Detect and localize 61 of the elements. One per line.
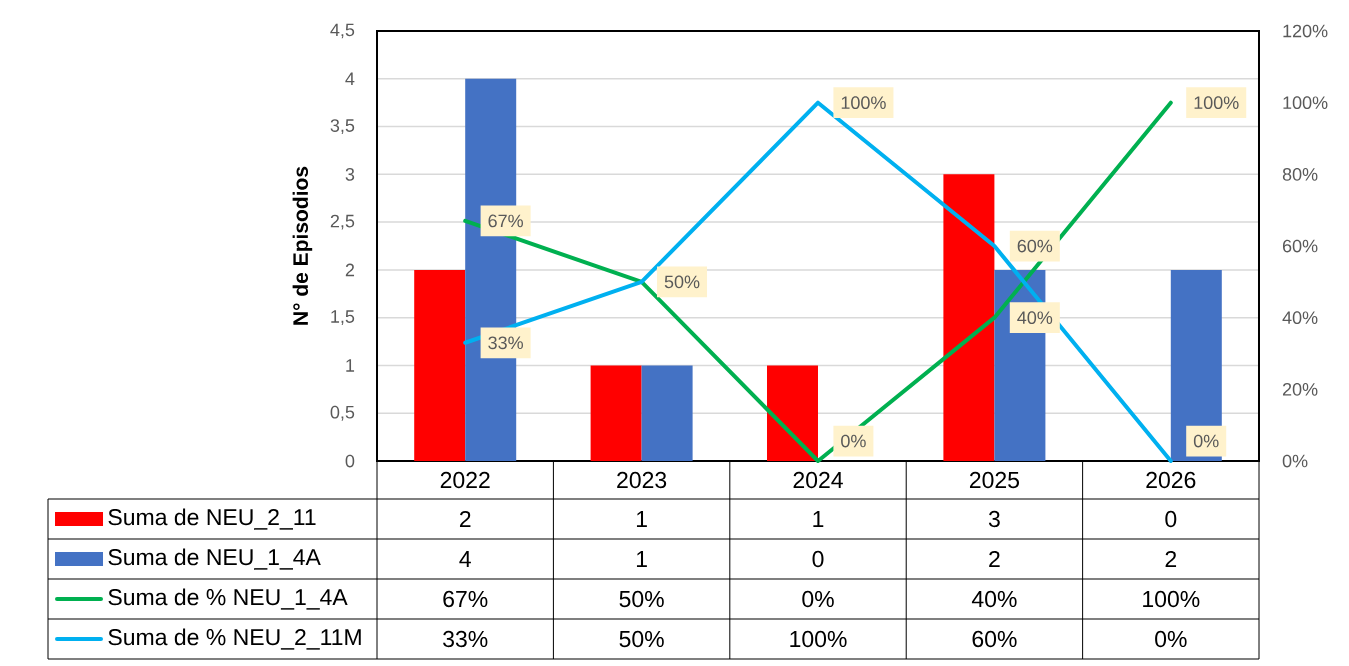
y-tick-label: 3	[345, 167, 355, 181]
y2-tick-label: 40%	[1282, 311, 1318, 325]
data-label: 1	[636, 511, 647, 527]
y2-tick-label: 20%	[1282, 382, 1318, 396]
x-tick-label: 2023	[617, 471, 667, 489]
y2-tick-label: 80%	[1282, 167, 1318, 181]
data-label: 60%	[972, 630, 1017, 648]
data-label: 40%	[971, 590, 1017, 608]
y2-tick-label: 0%	[1282, 454, 1308, 468]
data-label: 50%	[619, 590, 664, 608]
text: 33%	[488, 336, 523, 350]
y-tick-label: 2,5	[330, 214, 355, 230]
legend-label: Suma de % NEU_1_4A	[108, 588, 348, 610]
legend-label: Suma de NEU_1_4A	[108, 548, 321, 570]
bar	[943, 174, 995, 462]
y-tick-label: 2	[345, 263, 355, 277]
legend-label: Suma de % NEU_2_11M	[108, 628, 361, 650]
x-tick-label: 2022	[440, 471, 490, 489]
text: 40%	[1017, 311, 1053, 325]
data-label: 2	[459, 510, 471, 528]
y-tick-label: 1,5	[331, 310, 355, 326]
y-tick-label: 1	[346, 359, 355, 372]
data-label: 100%	[1143, 590, 1200, 608]
data-label: 3	[988, 510, 1000, 528]
text: 100%	[1194, 96, 1239, 110]
data-label: 0	[812, 550, 824, 568]
text: 67%	[488, 214, 523, 228]
data-label: 50%	[619, 630, 664, 648]
bar	[641, 365, 693, 462]
text: 100%	[841, 96, 886, 110]
data-label: 4	[459, 551, 471, 567]
data-label: 0%	[1155, 630, 1187, 648]
data-label: 1	[813, 511, 824, 527]
data-label: 2	[989, 550, 1000, 568]
data-label: 33%	[443, 630, 488, 648]
text: 60%	[1017, 239, 1053, 253]
data-label: 1	[636, 551, 647, 567]
text: 50%	[664, 275, 700, 289]
text: 0%	[1193, 434, 1219, 448]
y-axis-title: N° de Episodios	[292, 166, 313, 325]
y2-tick-label: 100%	[1283, 96, 1328, 110]
bar	[767, 365, 818, 462]
y-tick-label: 0,5	[330, 405, 355, 421]
x-tick-label: 2024	[793, 471, 843, 489]
y-tick-label: 3,5	[330, 119, 355, 134]
legend-label: Suma de NEU_2_11	[108, 508, 316, 530]
bar	[414, 269, 466, 462]
y-tick-label: 4,5	[330, 23, 355, 39]
data-label: 0	[1165, 510, 1177, 528]
data-label: 2	[1165, 550, 1177, 568]
y2-tick-label: 60%	[1282, 239, 1318, 253]
data-label: 67%	[443, 590, 488, 608]
text: 0%	[841, 434, 866, 448]
y-tick-label: 4	[345, 72, 355, 85]
bar	[590, 365, 642, 462]
data-label: 0%	[802, 590, 834, 608]
data-label: 100%	[790, 630, 847, 648]
y2-tick-label: 120%	[1283, 24, 1328, 38]
y-tick-label: 0	[345, 454, 355, 468]
x-tick-label: 2025	[969, 471, 1019, 489]
x-tick-label: 2026	[1146, 471, 1196, 489]
